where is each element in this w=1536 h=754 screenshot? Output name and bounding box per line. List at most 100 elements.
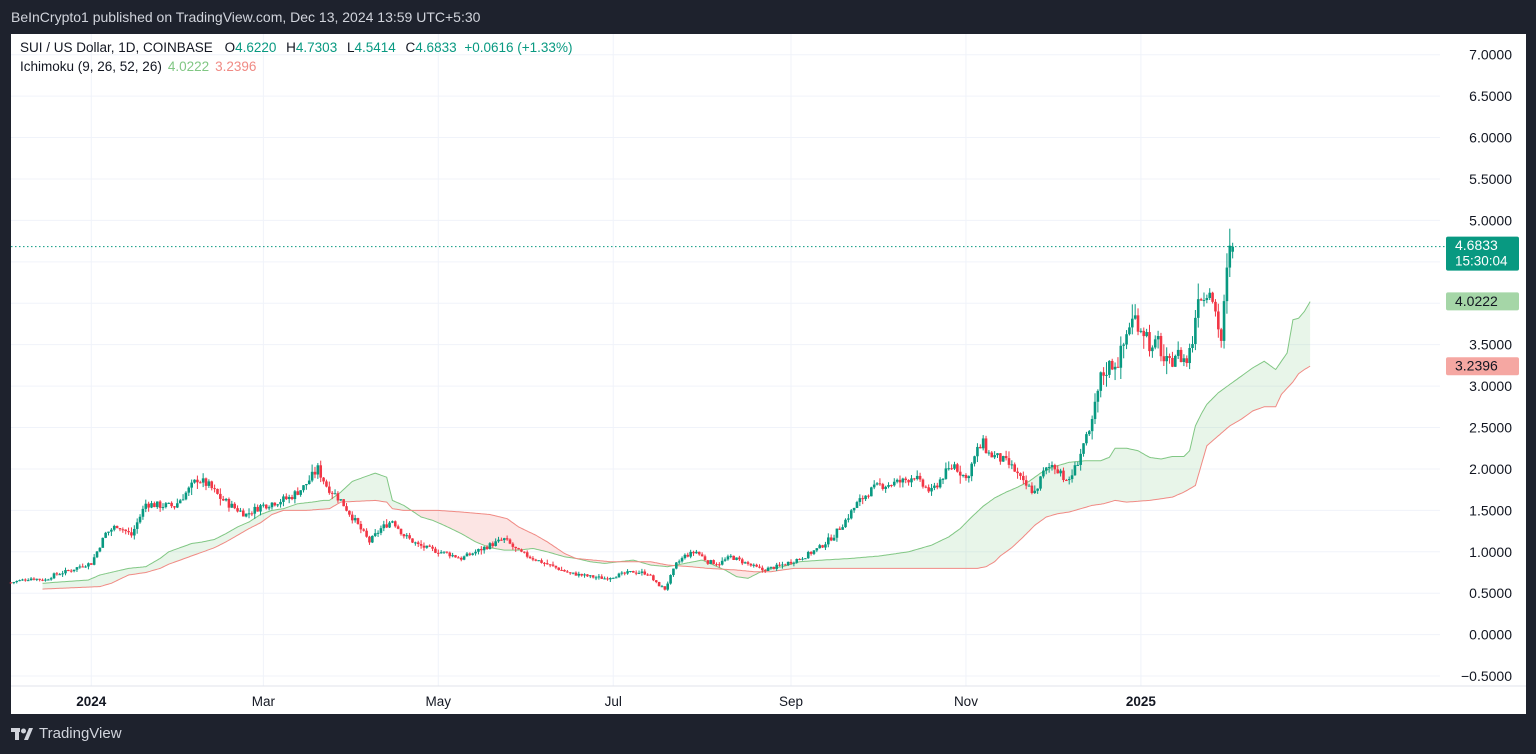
open-label: O (224, 40, 236, 55)
candle-up (720, 560, 724, 565)
candle-up (1010, 464, 1014, 466)
candle-up (611, 577, 615, 579)
indicator-label[interactable]: Ichimoku (9, 26, 52, 26) (20, 59, 162, 74)
candle-down (921, 479, 925, 487)
candle-down (984, 438, 988, 454)
candle-down (798, 558, 801, 560)
candle-up (253, 506, 257, 514)
candle-up (766, 567, 770, 571)
candle-down (448, 552, 452, 557)
candle-up (1182, 358, 1186, 362)
candle-up (812, 550, 816, 554)
candle-up (339, 499, 343, 501)
candle-down (213, 488, 216, 490)
candle-down (913, 478, 916, 480)
candle-up (1076, 464, 1080, 466)
tradingview-logo-icon (11, 727, 33, 740)
candle-down (1056, 469, 1060, 474)
candle-up (1196, 299, 1200, 318)
candle-up (247, 513, 251, 515)
candle-down (568, 572, 572, 574)
span-a-badge-bg (1446, 292, 1519, 311)
candle-up (138, 516, 142, 523)
candle-up (230, 503, 234, 508)
open-value: 4.6220 (235, 40, 277, 55)
candle-up (35, 578, 39, 580)
cloud-bullish (762, 301, 1311, 572)
ohlc-legend[interactable]: SUI / US Dollar, 1D, COINBASE O4.6220 H4… (20, 40, 576, 55)
candle-up (944, 468, 948, 479)
candle-down (69, 570, 73, 572)
price-tick-label: 5.0000 (1469, 212, 1512, 228)
candle-up (207, 481, 211, 486)
candle-down (898, 479, 902, 483)
candle-down (692, 551, 695, 554)
candle-up (21, 579, 24, 581)
candle-down (1159, 336, 1163, 357)
candle-up (1067, 479, 1071, 481)
candle-down (560, 569, 563, 571)
candle-down (789, 561, 793, 564)
candle-down (89, 563, 93, 565)
candle-up (953, 464, 956, 469)
candle-up (875, 483, 879, 485)
candle-down (454, 555, 457, 558)
candle-up (769, 566, 773, 568)
candle-down (428, 545, 431, 547)
candle-up (588, 575, 592, 577)
candle-up (629, 571, 632, 573)
candle-down (1062, 470, 1065, 481)
candle-down (336, 493, 340, 501)
candle-down (196, 479, 199, 483)
price-tick-label: 6.0000 (1469, 130, 1512, 146)
candle-up (1099, 372, 1103, 391)
tradingview-logo[interactable]: TradingView (11, 725, 122, 742)
candle-down (783, 564, 787, 566)
indicator-legend[interactable]: Ichimoku (9, 26, 52, 26) 4.0222 3.2396 (20, 59, 256, 74)
price-tick-label: 2.0000 (1469, 461, 1512, 477)
candle-up (987, 452, 991, 454)
candle-up (892, 481, 896, 486)
candle-up (439, 552, 443, 554)
candle-up (1090, 419, 1094, 432)
candle-down (523, 551, 526, 553)
candle-down (81, 566, 84, 568)
last-price-badge-value: 4.6833 (1455, 237, 1498, 253)
candle-up (95, 551, 99, 558)
candle-down (1214, 301, 1217, 312)
candle-down (586, 574, 589, 577)
candle-down (233, 503, 236, 509)
candle-down (170, 502, 173, 507)
candle-up (52, 573, 56, 579)
candle-up (262, 504, 265, 506)
candle-up (970, 463, 973, 477)
last-price-badge-bg (1446, 236, 1519, 271)
candle-up (1176, 349, 1180, 356)
candle-up (101, 537, 105, 548)
candle-down (198, 482, 202, 484)
candle-down (531, 558, 535, 560)
candle-down (385, 524, 388, 528)
time-axis[interactable]: 2024 Mar May Jul Sep Nov 2025 (11, 685, 1526, 709)
candle-up (376, 532, 380, 534)
span-b-badge-value: 3.2396 (1455, 358, 1498, 374)
indicator-value-span-a: 4.0222 (167, 59, 210, 74)
symbol-label[interactable]: SUI / US Dollar, 1D, COINBASE (20, 40, 213, 55)
candle-up (141, 508, 145, 517)
candle-down (1007, 458, 1011, 465)
candle-up (1128, 327, 1131, 335)
candle-up (726, 556, 730, 560)
candle-up (626, 571, 629, 574)
candle-up (425, 545, 429, 548)
price-tick-label: 3.5000 (1469, 337, 1512, 353)
candle-down (600, 576, 604, 579)
candle-up (58, 574, 62, 576)
candle-up (680, 558, 684, 562)
candle-down (118, 528, 122, 530)
time-tick-label: Mar (252, 694, 276, 709)
candle-up (683, 554, 687, 559)
candle-down (1110, 360, 1114, 370)
candle-up (695, 551, 698, 554)
candle-up (1113, 366, 1117, 370)
